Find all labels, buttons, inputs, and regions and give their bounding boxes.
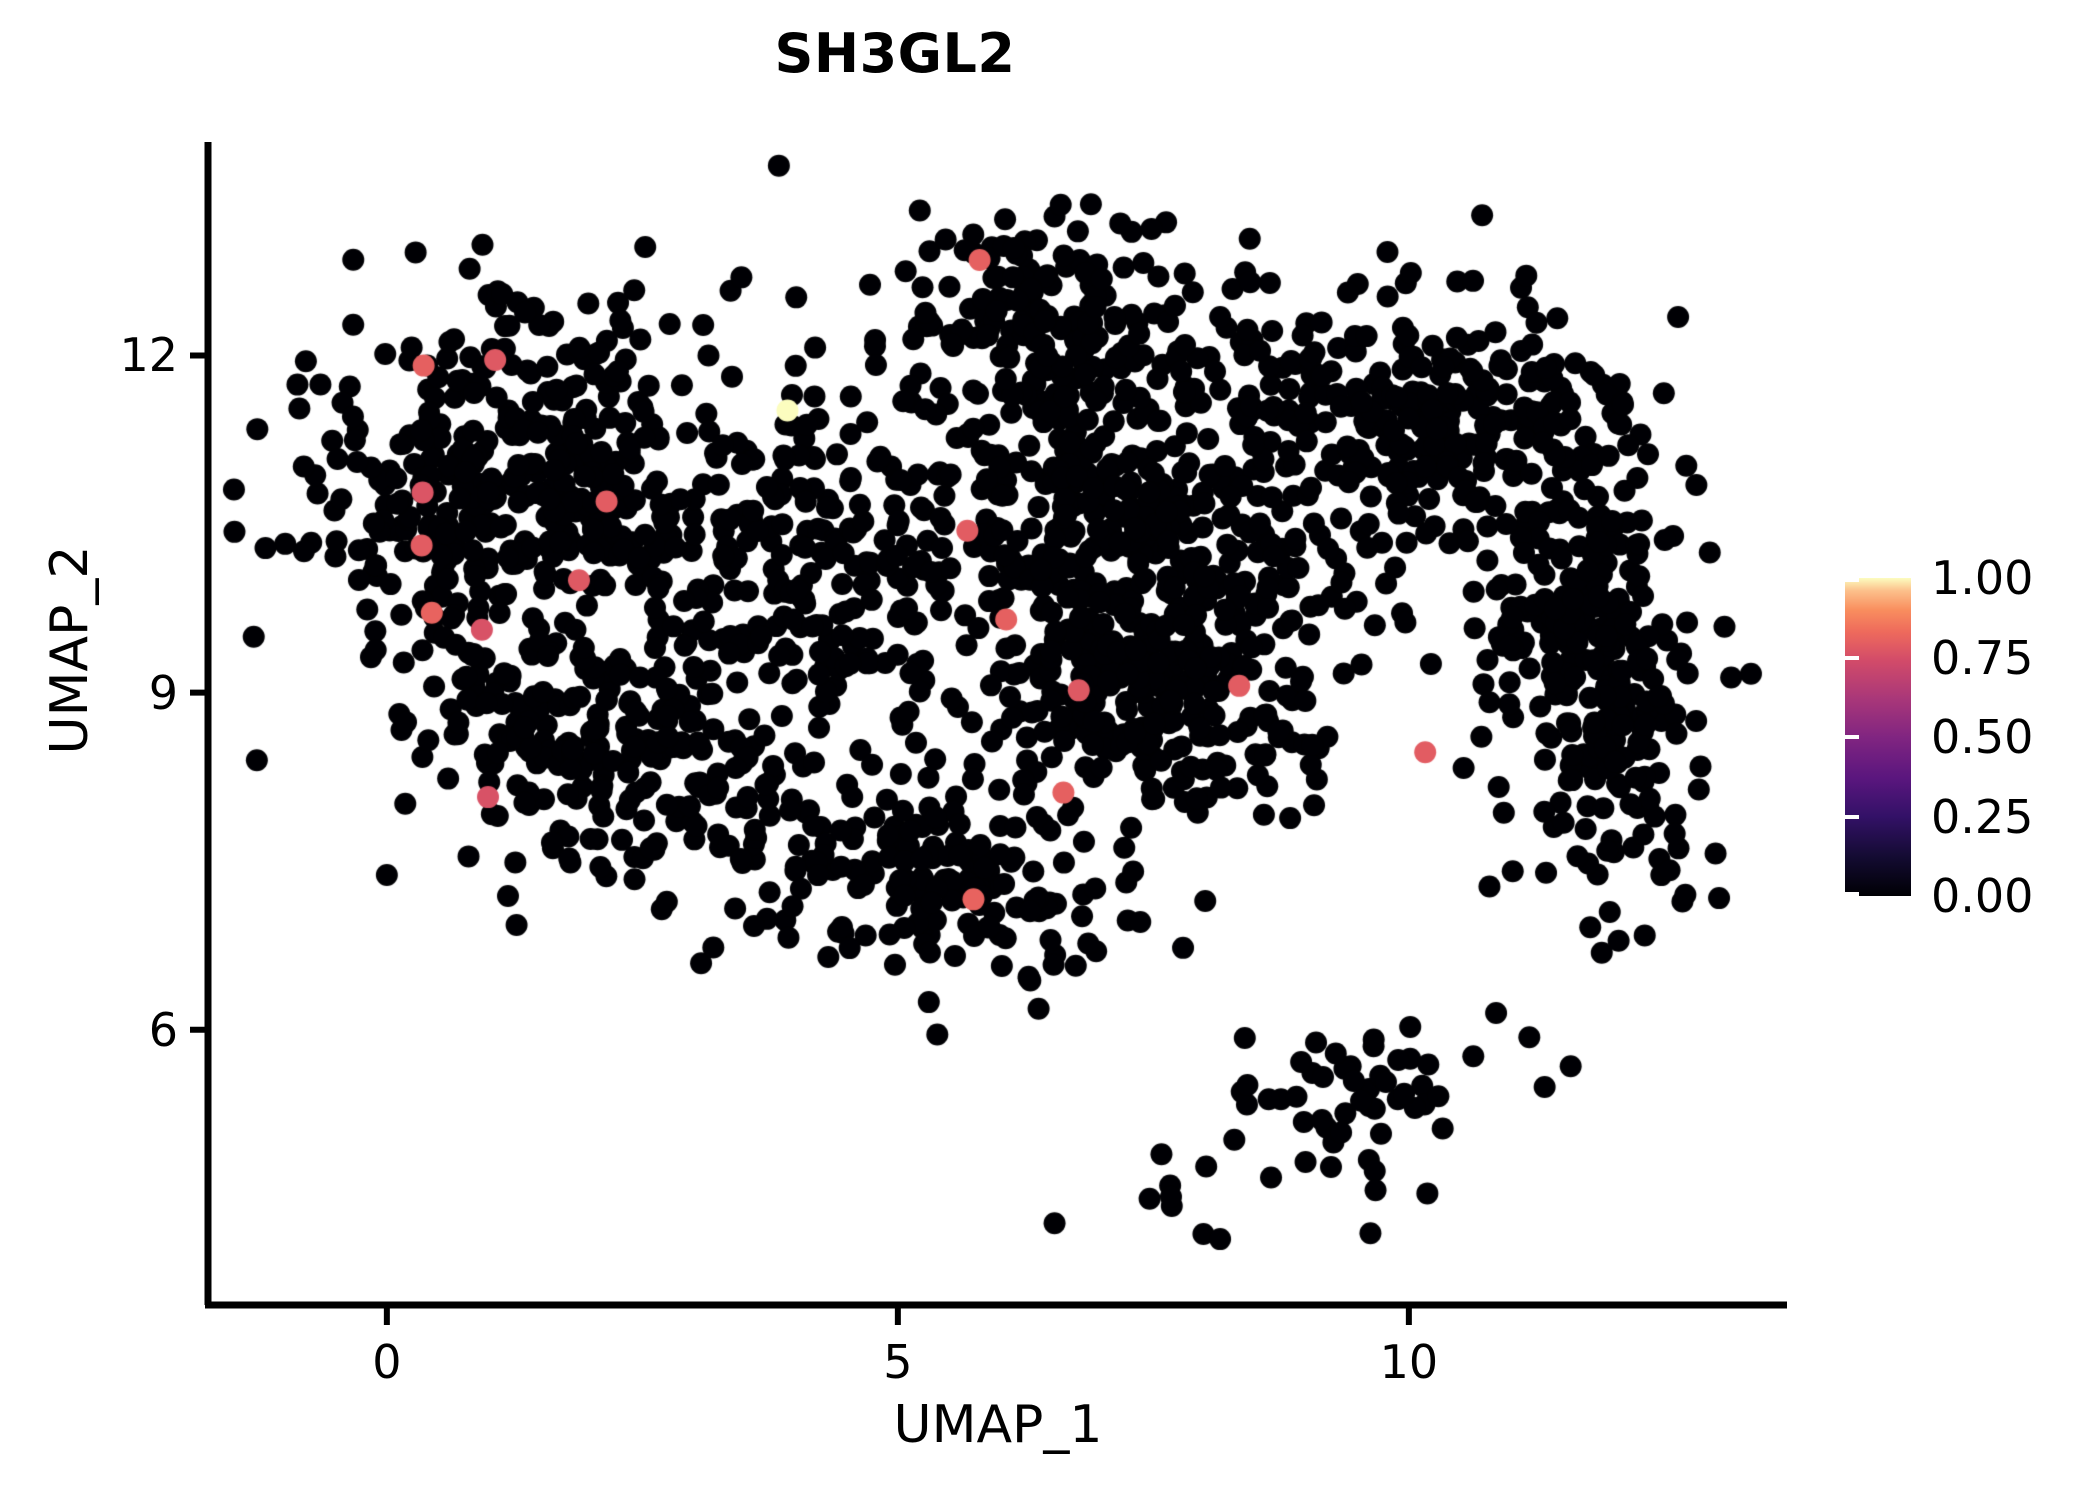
colorbar-tick-mark xyxy=(1831,735,1845,739)
colorbar-tick-mark xyxy=(1845,578,1859,582)
colorbar-tick-mark xyxy=(1831,892,1845,896)
x-axis-tick-label: 0 xyxy=(372,1335,402,1389)
colorbar-tick-label: 0.75 xyxy=(1931,630,2034,685)
colorbar-tick-mark xyxy=(1831,814,1845,819)
x-axis-title: UMAP_1 xyxy=(893,1395,1103,1455)
y-axis-tick-label: 12 xyxy=(119,328,178,383)
colorbar-tick-mark xyxy=(1845,735,1859,739)
y-axis-tick-label: 6 xyxy=(148,1002,178,1057)
y-axis-title: UMAP_2 xyxy=(40,545,100,755)
y-axis-ticks xyxy=(190,352,208,1033)
x-axis-tick-label: 10 xyxy=(1379,1335,1439,1389)
y-axis-tick-label: 9 xyxy=(148,665,178,720)
colorbar-tick-mark xyxy=(1831,578,1845,582)
colorbar-tick-mark xyxy=(1845,814,1859,819)
colorbar-tick-label: 0.50 xyxy=(1931,710,2034,764)
colorbar-tick-label: 1.00 xyxy=(1931,551,2034,605)
x-axis-tick-label: 5 xyxy=(883,1335,913,1389)
colorbar-tick-label: 0.25 xyxy=(1931,789,2034,844)
colorbar-tick-mark xyxy=(1845,892,1859,896)
colorbar-tick-mark xyxy=(1845,655,1859,660)
x-axis-ticks xyxy=(383,1305,1412,1325)
colorbar-tick-mark xyxy=(1831,655,1845,660)
colorbar-tick-label: 0.00 xyxy=(1931,869,2034,923)
